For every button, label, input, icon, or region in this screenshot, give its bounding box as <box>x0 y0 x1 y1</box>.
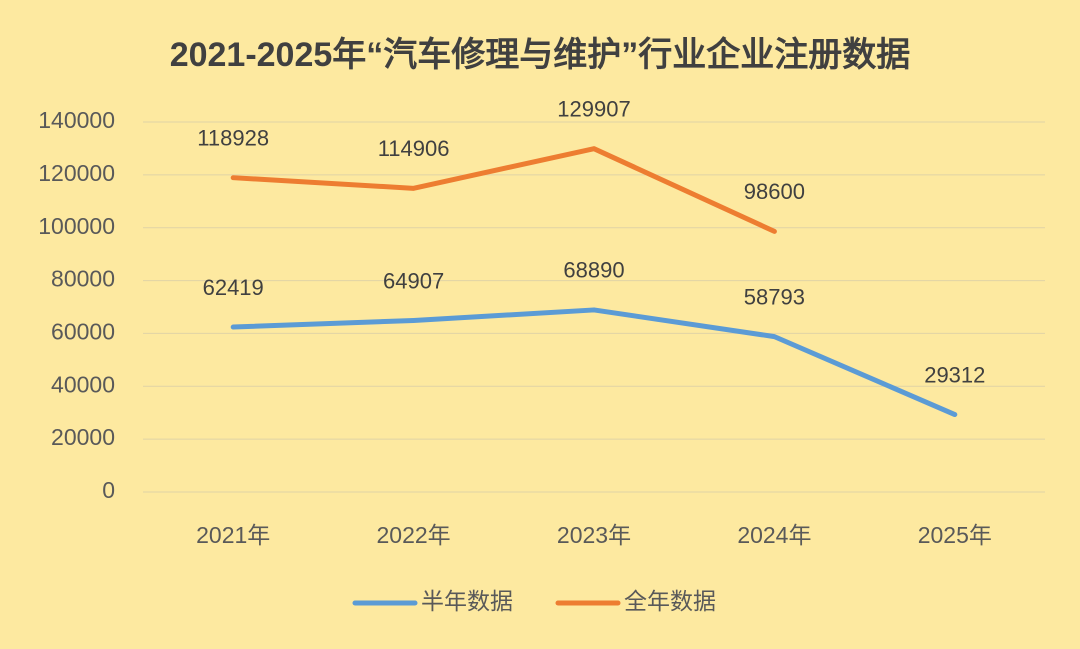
y-tick-label: 120000 <box>38 160 115 186</box>
data-label: 114906 <box>378 136 450 161</box>
y-tick-label: 80000 <box>51 266 115 292</box>
data-label: 64907 <box>383 268 444 293</box>
x-tick-label: 2025年 <box>918 522 992 548</box>
y-tick-label: 140000 <box>38 107 115 133</box>
y-tick-label: 60000 <box>51 319 115 345</box>
data-label: 29312 <box>924 362 985 387</box>
data-label: 118928 <box>197 126 269 151</box>
x-tick-label: 2021年 <box>196 522 270 548</box>
y-tick-label: 20000 <box>51 424 115 450</box>
chart-title: 2021-2025年“汽车修理与维护”行业企业注册数据 <box>170 35 911 74</box>
y-tick-label: 0 <box>102 477 115 503</box>
data-label: 129907 <box>557 96 630 121</box>
y-tick-label: 40000 <box>51 371 115 397</box>
x-tick-label: 2023年 <box>557 522 631 548</box>
y-tick-label: 100000 <box>38 213 115 239</box>
legend-label: 半年数据 <box>421 588 513 614</box>
series-line <box>230 146 777 234</box>
x-tick-label: 2022年 <box>377 522 451 548</box>
legend-label: 全年数据 <box>624 588 716 614</box>
x-tick-label: 2024年 <box>737 522 811 548</box>
series-line <box>230 307 958 418</box>
data-label: 68890 <box>563 258 624 283</box>
data-label: 62419 <box>203 275 264 300</box>
data-label: 58793 <box>744 284 805 309</box>
data-label: 98600 <box>744 179 805 204</box>
